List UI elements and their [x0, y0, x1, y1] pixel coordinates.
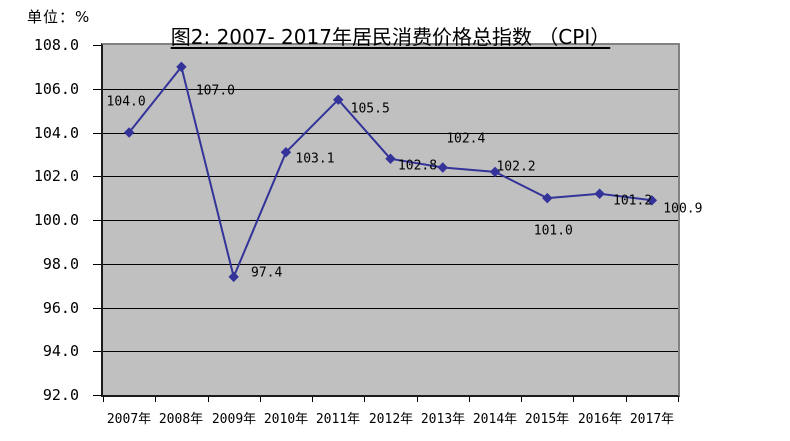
x-axis-tick-label: 2010年	[263, 412, 309, 427]
y-axis-tick	[93, 395, 102, 396]
chart-title: 图2: 2007- 2017年居民消费价格总指数 （CPI）	[170, 25, 611, 49]
y-axis-tick-label: 104.0	[33, 124, 79, 142]
line-chart-canvas	[103, 61, 678, 352]
plot-area	[101, 43, 680, 397]
y-axis-tick-label: 92.0	[42, 386, 79, 404]
x-axis-tick	[208, 397, 209, 402]
data-label: 102.4	[446, 131, 486, 146]
y-axis-tick-label: 106.0	[33, 80, 79, 98]
y-axis-tick	[93, 220, 102, 221]
data-point-marker	[489, 166, 501, 178]
y-axis-tick-label: 94.0	[42, 342, 79, 360]
data-label: 101.2	[613, 193, 653, 209]
x-axis-tick-label: 2013年	[420, 412, 466, 427]
x-axis-tick-label: 2014年	[472, 412, 518, 427]
data-label: 104.0	[106, 94, 146, 109]
y-axis-tick-label: 98.0	[42, 255, 79, 273]
x-axis-tick-label: 2009年	[211, 412, 257, 427]
data-point-marker	[385, 153, 396, 164]
y-axis-tick	[93, 133, 102, 134]
x-axis-tick	[626, 397, 627, 402]
data-point-marker	[437, 162, 448, 173]
data-label: 102.8	[397, 158, 438, 174]
data-point-marker	[176, 61, 187, 73]
y-axis-tick	[93, 89, 102, 90]
x-axis-tick-label: 2016年	[577, 412, 623, 427]
data-label: 103.1	[295, 151, 335, 167]
data-point-marker	[333, 94, 344, 105]
unit-label: 单位：%	[27, 8, 91, 26]
data-label: 105.5	[350, 101, 390, 117]
x-axis-tick	[417, 397, 418, 402]
x-axis-tick	[521, 397, 522, 402]
x-axis-tick	[678, 397, 679, 402]
y-axis-tick-label: 100.0	[33, 211, 79, 229]
data-label: 102.2	[496, 159, 536, 175]
y-axis-tick	[93, 176, 102, 177]
x-axis-tick	[364, 397, 365, 402]
y-axis-tick	[93, 351, 102, 352]
y-axis-tick	[93, 45, 102, 46]
data-label: 101.0	[533, 223, 573, 239]
y-axis-tick-label: 102.0	[33, 167, 79, 185]
x-axis-tick	[312, 397, 313, 402]
data-point-marker	[646, 195, 658, 206]
x-axis-tick-label: 2012年	[368, 412, 414, 427]
y-axis-tick	[93, 308, 102, 309]
data-label: 97.4	[251, 265, 283, 281]
y-axis-tick-label: 108.0	[33, 36, 79, 54]
x-axis-tick	[103, 397, 104, 402]
x-axis-tick-label: 2008年	[158, 412, 204, 427]
y-axis-tick-label: 96.0	[42, 299, 79, 317]
x-axis-tick	[155, 397, 156, 402]
y-axis-tick	[93, 264, 102, 265]
x-axis-tick	[573, 397, 574, 402]
x-axis-tick-label: 2015年	[524, 412, 570, 427]
series-line	[128, 65, 653, 278]
data-point-marker	[228, 271, 239, 283]
x-axis-tick-label: 2017年	[629, 412, 675, 427]
x-axis-tick-label: 2011年	[315, 412, 361, 427]
x-axis-tick	[260, 397, 261, 402]
data-point-marker	[542, 192, 553, 204]
data-point-marker	[123, 127, 135, 138]
data-point-marker	[594, 188, 605, 199]
data-label: 100.9	[663, 201, 703, 217]
x-axis-tick	[469, 397, 470, 402]
data-label: 107.0	[195, 83, 235, 99]
data-point-marker	[280, 146, 292, 158]
x-axis-tick-label: 2007年	[106, 412, 152, 427]
